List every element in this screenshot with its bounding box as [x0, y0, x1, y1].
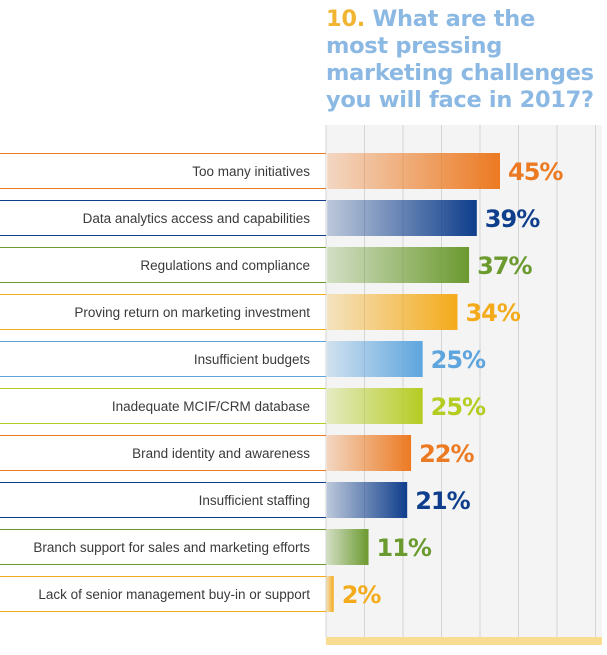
bar [326, 247, 470, 283]
bar-row: Regulations and compliance 37% [0, 247, 533, 283]
category-label: Lack of senior management buy-in or supp… [38, 587, 310, 602]
bar-rows: Too many initiatives 45% Data analytics ac… [0, 153, 564, 612]
value-label: 2% [342, 581, 382, 609]
category-label: Inadequate MCIF/CRM database [112, 399, 310, 414]
value-label: 22% [419, 440, 474, 468]
bar-row: Insufficient staffing 21% [0, 482, 472, 518]
category-label: Too many initiatives [192, 164, 310, 179]
value-label: 45% [508, 158, 563, 186]
bar [326, 482, 408, 518]
bar-row: Insufficient budgets 25% [0, 341, 487, 377]
bar-row: Lack of senior management buy-in or supp… [0, 576, 382, 612]
bar-row: Brand identity and awareness 22% [0, 435, 475, 471]
category-label: Data analytics access and capabilities [83, 211, 311, 226]
bar [326, 576, 334, 612]
bar [326, 200, 477, 236]
category-label: Proving return on marketing investment [74, 305, 310, 320]
bar-row: Branch support for sales and marketing e… [0, 529, 433, 565]
question-text: What are the most pressing marketing cha… [326, 6, 594, 113]
bar [326, 388, 423, 424]
value-label: 34% [465, 299, 520, 327]
value-label: 25% [431, 346, 486, 374]
value-label: 21% [415, 487, 470, 515]
value-label: 37% [477, 252, 532, 280]
category-label: Branch support for sales and marketing e… [33, 540, 310, 555]
bar [326, 529, 369, 565]
category-label: Insufficient staffing [199, 493, 310, 508]
chart-title: 10. What are the most pressing marketing… [326, 6, 604, 114]
value-label: 25% [431, 393, 486, 421]
chart-baseline-bar [326, 637, 602, 645]
bar-row: Inadequate MCIF/CRM database 25% [0, 388, 487, 424]
bar [326, 341, 423, 377]
category-label: Brand identity and awareness [132, 446, 310, 461]
value-label: 11% [377, 534, 432, 562]
question-number: 10. [326, 6, 365, 32]
bar [326, 294, 458, 330]
bar [326, 153, 500, 189]
bar-row: Data analytics access and capabilities 39… [0, 200, 541, 236]
value-label: 39% [485, 205, 540, 233]
bar-row: Too many initiatives 45% [0, 153, 564, 189]
bar [326, 435, 412, 471]
category-label: Regulations and compliance [140, 258, 310, 273]
category-label: Insufficient budgets [194, 352, 310, 367]
bar-row: Proving return on marketing investment 34… [0, 294, 522, 330]
